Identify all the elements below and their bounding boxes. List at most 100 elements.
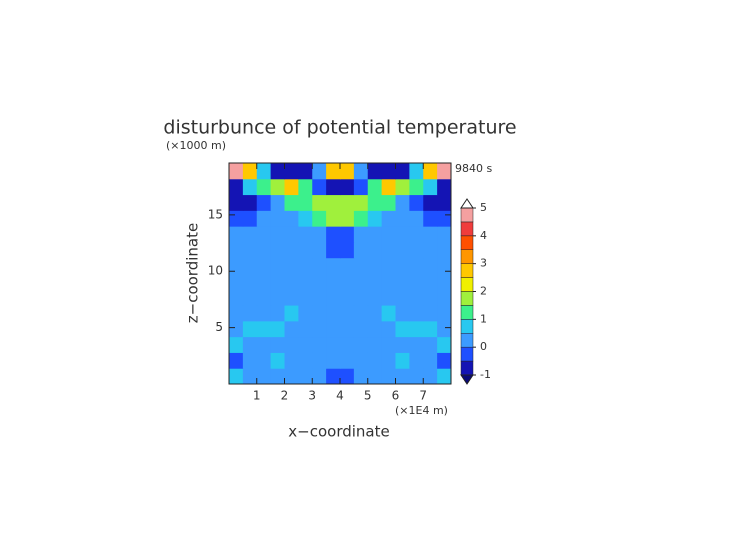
heat-cell: [395, 336, 410, 353]
heat-cell: [256, 320, 272, 338]
y-tick-label: 15: [208, 207, 223, 221]
heat-cell: [437, 289, 452, 306]
heat-cell: [270, 194, 285, 211]
heat-cell: [437, 210, 452, 227]
heat-cell: [340, 320, 355, 338]
x-tick-label: 3: [308, 389, 316, 403]
heat-cell: [423, 273, 438, 290]
heat-cell: [298, 163, 313, 180]
heat-cell: [409, 352, 424, 369]
heat-cell: [284, 273, 299, 290]
heat-cell: [270, 210, 285, 227]
heat-cell: [437, 336, 452, 353]
colorbar-band: [460, 360, 474, 376]
heat-cell: [298, 336, 313, 353]
colorbar-band: [460, 291, 474, 306]
heat-cell: [423, 305, 438, 322]
heat-cell: [270, 320, 285, 338]
heat-cell: [409, 226, 424, 243]
y-tick-label: 5: [215, 320, 223, 334]
heat-cell: [242, 289, 258, 306]
heat-cell: [270, 226, 285, 243]
heat-cell: [381, 368, 396, 385]
heat-cell: [367, 320, 383, 338]
heat-cell: [256, 368, 272, 385]
heat-cell: [409, 178, 424, 196]
heat-cell: [395, 226, 410, 243]
heat-cell: [326, 194, 341, 211]
colorbar-tick-label: 2: [480, 285, 487, 298]
heat-cell: [326, 289, 341, 306]
x-axis-label: x−coordinate: [288, 423, 389, 441]
heat-cell: [242, 210, 258, 227]
heat-cell: [256, 352, 272, 369]
heat-cell: [284, 352, 299, 369]
heat-cell: [423, 194, 438, 211]
heat-cell: [256, 163, 272, 180]
heat-cell: [381, 241, 396, 259]
heat-cell: [423, 257, 438, 274]
heat-cell: [312, 178, 327, 196]
heat-cell: [256, 289, 272, 306]
heat-cell: [312, 336, 327, 353]
heat-cell: [353, 352, 369, 369]
heat-cell: [367, 226, 383, 243]
heat-cell: [298, 178, 313, 196]
heat-cell: [298, 305, 313, 322]
heat-cell: [256, 241, 272, 259]
heat-cell: [340, 210, 355, 227]
heat-cell: [409, 289, 424, 306]
heat-cell: [229, 352, 244, 369]
heat-cell: [256, 178, 272, 196]
heat-cell: [381, 178, 396, 196]
heat-cell: [229, 336, 244, 353]
heat-cell: [423, 289, 438, 306]
heat-cell: [437, 163, 452, 180]
heat-cell: [437, 178, 452, 196]
heat-cell: [340, 352, 355, 369]
heat-cell: [423, 241, 438, 259]
y-unit: (×1000 m): [166, 139, 226, 152]
heat-cell: [340, 289, 355, 306]
heat-cell: [312, 163, 327, 180]
heat-cell: [353, 368, 369, 385]
heat-cell: [312, 241, 327, 259]
heat-cell: [312, 368, 327, 385]
heat-cell: [423, 226, 438, 243]
heat-cell: [437, 241, 452, 259]
heat-cell: [242, 336, 258, 353]
colorbar-band: [460, 333, 474, 348]
heat-cell: [312, 273, 327, 290]
colorbar-under: [460, 374, 474, 385]
heat-cell: [381, 305, 396, 322]
chart-title: disturbunce of potential temperature: [163, 117, 516, 139]
heat-cell: [423, 178, 438, 196]
heat-cell: [298, 273, 313, 290]
heat-cell: [340, 241, 355, 259]
heat-cell: [437, 368, 452, 385]
heat-cell: [326, 241, 341, 259]
heat-cell: [353, 273, 369, 290]
time-label: 9840 s: [455, 162, 492, 175]
heat-cell: [298, 241, 313, 259]
heat-cell: [242, 352, 258, 369]
heat-cell: [409, 241, 424, 259]
heat-cell: [298, 210, 313, 227]
heat-cell: [423, 210, 438, 227]
colorbar-tick-label: -1: [480, 368, 491, 381]
heat-cell: [270, 178, 285, 196]
heat-cell: [270, 336, 285, 353]
heat-cell: [229, 368, 244, 385]
colorbar-band: [460, 277, 474, 292]
colorbar-band: [460, 305, 474, 320]
heat-cell: [284, 257, 299, 274]
heat-cell: [409, 336, 424, 353]
heat-cell: [229, 320, 244, 338]
heat-cell: [367, 336, 383, 353]
heat-cell: [423, 336, 438, 353]
heat-cell: [353, 163, 369, 180]
heat-cell: [312, 352, 327, 369]
heat-cell: [367, 273, 383, 290]
heat-cell: [423, 352, 438, 369]
heat-cell: [409, 210, 424, 227]
